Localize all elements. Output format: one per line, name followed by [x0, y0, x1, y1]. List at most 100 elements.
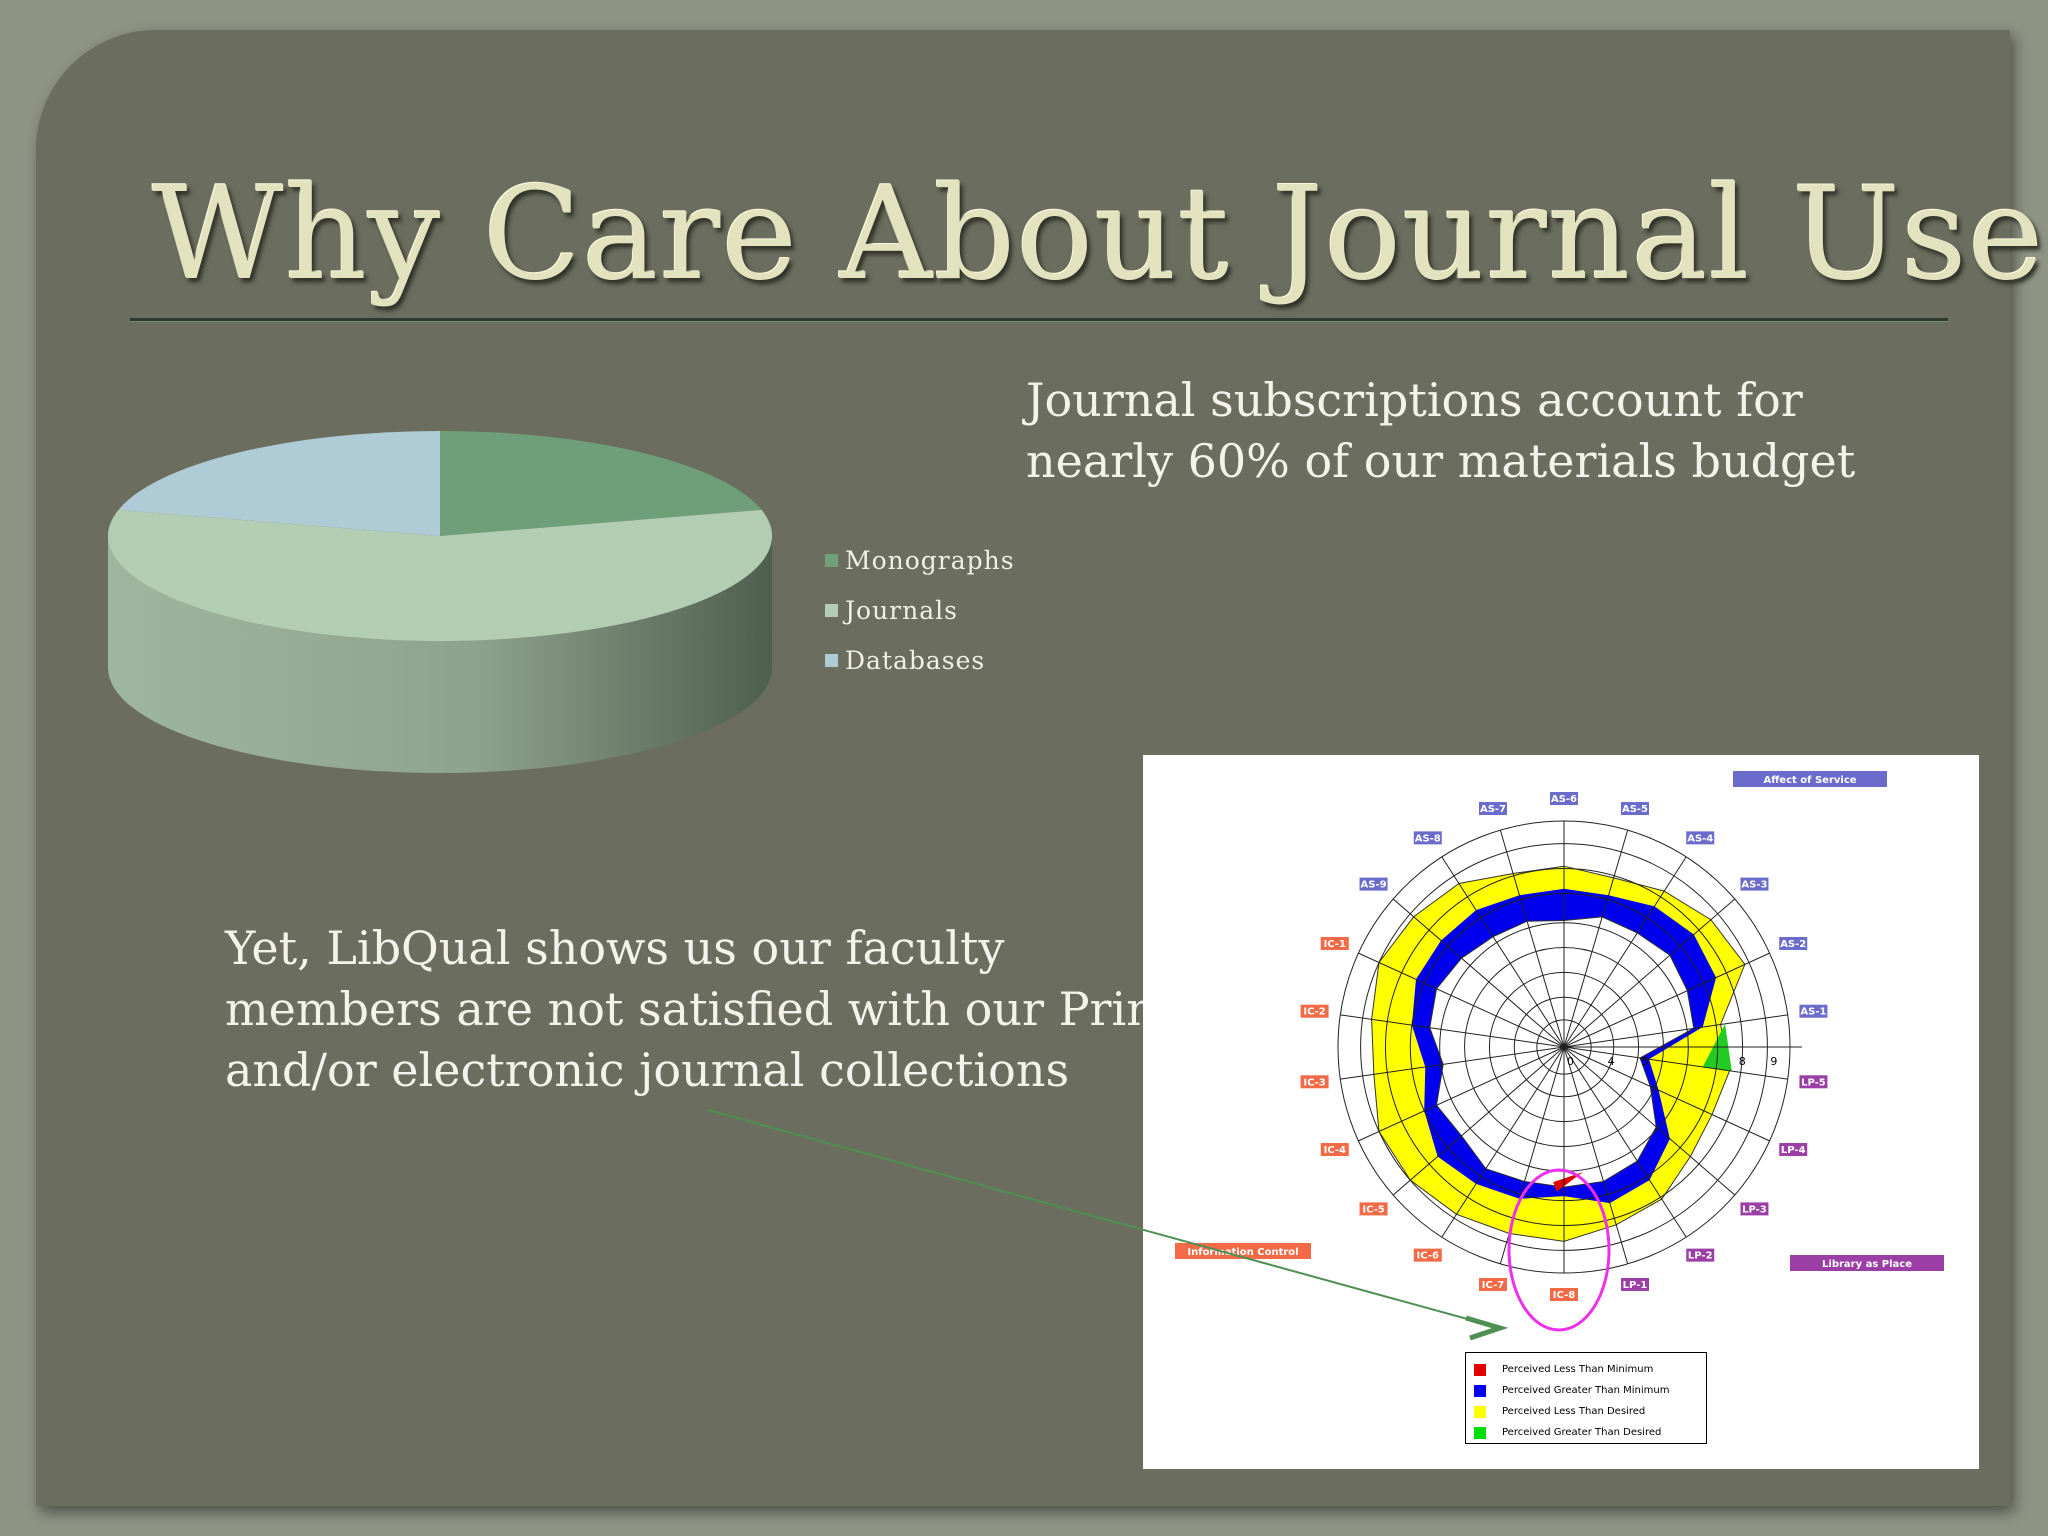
radar-axis-label: LP-1 [1623, 1280, 1648, 1291]
radar-spoke [1340, 1014, 1565, 1048]
libqual-text-line1: Yet, LibQual shows us our faculty [225, 921, 1005, 975]
radar-axis-label-box [1799, 1004, 1828, 1018]
legend-label-databases: Databases [845, 645, 986, 675]
radar-scale-label: 8 [1739, 1055, 1746, 1068]
radar-axis-label: LP-3 [1742, 1204, 1767, 1215]
legend-item-journals: Journals [825, 585, 1015, 635]
radar-scale-label: 0 [1567, 1055, 1574, 1068]
radar-spoke [1563, 830, 1629, 1048]
legend-label-journals: Journals [845, 595, 958, 625]
radar-axis-label: AS-2 [1780, 939, 1806, 950]
radar-spoke [1499, 830, 1565, 1048]
radar-axis-label: IC-4 [1324, 1145, 1346, 1156]
radar-legend-label: Perceived Less Than Desired [1502, 1406, 1646, 1417]
radar-legend-swatch [1474, 1405, 1486, 1418]
radar-legend-item: Perceived Less Than Desired [1474, 1401, 1706, 1422]
radar-spoke [1563, 1046, 1687, 1238]
radar-spoke [1563, 952, 1770, 1048]
radar-axis-label: IC-2 [1303, 1007, 1325, 1018]
radar-legend-swatch [1474, 1426, 1486, 1439]
radar-spoke [1358, 952, 1565, 1048]
radar-axis-label-box [1359, 877, 1388, 891]
radar-legend: Perceived Less Than Minimum Perceived Gr… [1465, 1352, 1707, 1444]
legend-swatch-databases [825, 653, 838, 667]
radar-axis-label: AS-9 [1361, 880, 1387, 891]
group-label-affect: Affect of Service [1763, 775, 1856, 786]
radar-axis-label-box [1300, 1004, 1329, 1018]
radar-legend-swatch [1474, 1363, 1486, 1376]
radar-spoke [1340, 1046, 1565, 1080]
highlight-ellipse [1507, 1168, 1611, 1332]
radar-axis-label-box [1550, 1288, 1578, 1301]
radar-axis-label-box [1320, 936, 1349, 950]
legend-item-monographs: Monographs [825, 535, 1015, 585]
radar-axis-label: IC-8 [1553, 1290, 1575, 1301]
radar-axis-label-box [1550, 792, 1578, 805]
radar-axis-label-box [1799, 1075, 1828, 1089]
pie-slice-journals [107, 509, 773, 642]
radar-axis-label: IC-5 [1362, 1204, 1384, 1215]
radar-legend-item: Perceived Greater Than Minimum [1474, 1380, 1706, 1401]
radar-spoke [1563, 1046, 1736, 1196]
radar-axis-label: AS-4 [1687, 833, 1713, 844]
group-label-library-as-place: Library as Place [1822, 1259, 1912, 1270]
radar-spoke [1563, 1046, 1629, 1264]
title-divider [130, 318, 1948, 321]
slide-title: Why Care About Journal Use? [152, 160, 2048, 309]
radar-axis-label-box [1620, 802, 1649, 816]
libqual-text-line2: members are not satisfied with our Prin [225, 982, 1156, 1036]
radar-axis-label: AS-1 [1800, 1007, 1826, 1018]
radar-axis-label-box [1779, 936, 1808, 950]
radar-legend-item: Perceived Greater Than Desired [1474, 1422, 1706, 1443]
radar-axis-label: LP-2 [1688, 1251, 1713, 1262]
radar-axis-label: IC-3 [1303, 1077, 1325, 1088]
legend-label-monographs: Monographs [845, 545, 1015, 575]
radar-legend-label: Perceived Greater Than Desired [1502, 1427, 1662, 1438]
radar-axis-label: AS-7 [1480, 804, 1506, 815]
budget-text-line2: nearly 60% of our materials budget [1026, 434, 1856, 488]
radar-scale-label: 5 [1642, 1055, 1649, 1068]
radar-spoke [1563, 1014, 1788, 1048]
radar-axis-label-box [1620, 1277, 1649, 1291]
budget-pie-chart [107, 431, 773, 773]
libqual-text-line3: and/or electronic journal collections [225, 1043, 1070, 1097]
group-label-information-control: Information Control [1187, 1247, 1298, 1258]
budget-text-line1: Journal subscriptions account for [1026, 373, 1803, 427]
radar-spoke [1563, 898, 1736, 1048]
pie-side-wall [108, 536, 772, 773]
radar-scale-label: 9 [1770, 1055, 1777, 1068]
radar-axis-label: IC-6 [1417, 1251, 1439, 1262]
pie-legend: Monographs Journals Databases [825, 535, 1015, 685]
radar-legend-item: Perceived Less Than Minimum [1474, 1359, 1706, 1380]
radar-band-less-than-minimum [1553, 1172, 1583, 1192]
radar-legend-swatch [1474, 1384, 1486, 1397]
radar-axis-label: AS-8 [1415, 833, 1441, 844]
pie-slice-monographs [440, 431, 762, 536]
radar-axis-label-box [1686, 1248, 1715, 1262]
radar-axis-label-box [1779, 1143, 1808, 1157]
legend-swatch-journals [825, 603, 838, 617]
radar-axis-label: AS-5 [1622, 804, 1648, 815]
radar-spoke [1392, 898, 1565, 1048]
legend-swatch-monographs [825, 553, 838, 567]
radar-axis-label: IC-1 [1324, 939, 1346, 950]
radar-axis-label: LP-5 [1801, 1077, 1826, 1088]
radar-axis-label: LP-4 [1781, 1145, 1806, 1156]
libqual-radar-chart: 0 4 5 8 9 AS-1 AS-2 AS-3 AS-4 AS-5 AS-6 AS-7 AS-8 AS… [1143, 755, 1979, 1469]
pie-slice-databases [118, 431, 440, 536]
radar-axis-label-box [1740, 1202, 1769, 1216]
radar-axis-label-box [1300, 1075, 1329, 1089]
group-box-library-as-place [1790, 1255, 1944, 1271]
radar-axis-label-box [1686, 831, 1715, 845]
radar-spoke [1563, 856, 1687, 1048]
radar-axis-label: AS-3 [1741, 880, 1767, 891]
legend-item-databases: Databases [825, 635, 1015, 685]
radar-axis-label-box [1740, 877, 1769, 891]
radar-axis-label: IC-7 [1482, 1280, 1504, 1291]
radar-legend-label: Perceived Greater Than Minimum [1502, 1385, 1670, 1396]
radar-spoke [1563, 1046, 1770, 1142]
radar-spoke [1563, 1046, 1788, 1080]
group-box-affect [1733, 771, 1887, 787]
radar-axis-label-box [1413, 831, 1442, 845]
radar-spoke [1441, 856, 1565, 1048]
